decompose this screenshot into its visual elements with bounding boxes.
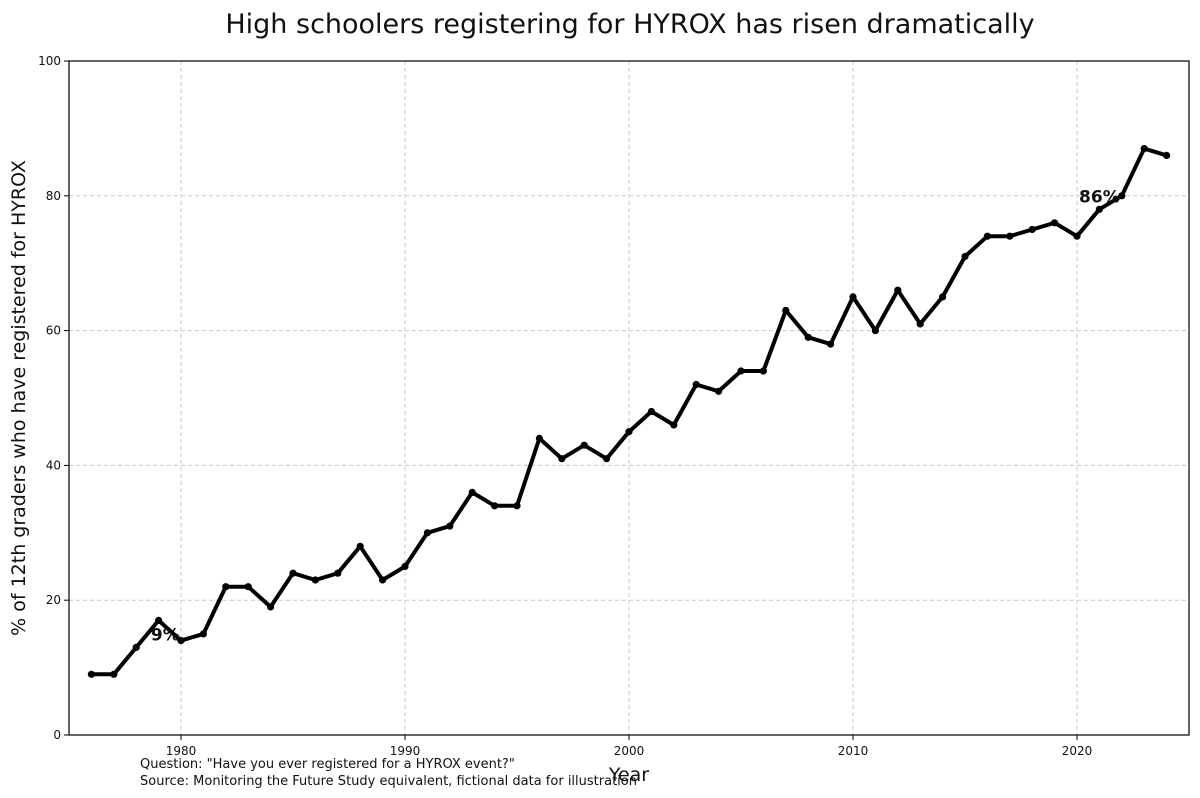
data-point: [311, 576, 319, 584]
data-point: [804, 333, 812, 341]
y-tick-label: 60: [46, 324, 61, 338]
data-point: [535, 434, 544, 442]
data-point: [737, 367, 745, 375]
chart-title: High schoolers registering for HYROX has…: [225, 9, 1034, 40]
grid: [69, 61, 1189, 735]
data-point: [199, 630, 207, 638]
data-point: [87, 670, 95, 678]
annotations: 9% 86%: [151, 188, 1120, 646]
question-footnote: Question: "Have you ever registered for …: [140, 757, 515, 772]
data-point: [446, 522, 454, 530]
x-tick-label: 2010: [838, 744, 869, 758]
data-point: [715, 387, 723, 395]
data-point: [759, 367, 768, 375]
data-point: [894, 286, 902, 294]
y-tick-label: 20: [46, 593, 61, 607]
y-tick-label: 0: [53, 728, 61, 742]
data-point: [939, 293, 947, 301]
data-point: [244, 583, 252, 591]
data-point: [916, 320, 924, 328]
y-tick-label: 100: [38, 54, 61, 68]
data-point: [1073, 232, 1081, 240]
data-point: [177, 637, 185, 645]
y-tick-label: 40: [46, 458, 61, 472]
x-tick-label: 2000: [614, 744, 645, 758]
data-point: [580, 441, 588, 449]
data-point: [1051, 219, 1059, 227]
axis-ticks: 0 20 40 60 80 100 1980 1990 2000 2010 2020: [38, 54, 1092, 758]
data-point: [356, 542, 364, 550]
data-point: [871, 327, 880, 335]
data-point: [625, 428, 633, 436]
data-point: [289, 569, 297, 577]
data-point: [513, 502, 521, 510]
x-tick-label: 1980: [166, 744, 197, 758]
data-point: [782, 306, 790, 314]
data-point: [491, 502, 499, 510]
data-point: [692, 380, 700, 389]
source-footnote: Source: Monitoring the Future Study equi…: [140, 774, 637, 789]
data-point: [670, 421, 678, 429]
data-point: [132, 643, 140, 652]
y-axis-label: % of 12th graders who have registered fo…: [8, 160, 30, 636]
data-point: [110, 670, 118, 678]
data-point: [558, 455, 566, 463]
x-tick-label: 1990: [390, 744, 421, 758]
data-point: [334, 569, 342, 577]
data-point: [1163, 151, 1171, 159]
value-annotation: 9%: [151, 626, 180, 646]
data-point: [961, 252, 969, 261]
data-point: [267, 603, 275, 611]
value-annotation: 86%: [1079, 188, 1120, 208]
data-point: [983, 232, 992, 240]
data-point: [401, 562, 409, 571]
data-point: [1140, 145, 1148, 153]
x-tick-label: 2020: [1062, 744, 1093, 758]
data-point: [1028, 225, 1036, 234]
x-axis-label: Year: [608, 764, 649, 786]
data-point: [222, 583, 230, 591]
series-layer: [87, 145, 1171, 678]
data-point: [849, 293, 857, 301]
data-point: [1095, 205, 1103, 213]
data-point: [647, 407, 656, 416]
data-point: [1118, 192, 1126, 200]
data-point: [423, 529, 431, 537]
data-point: [468, 488, 476, 496]
y-tick-label: 80: [46, 189, 61, 203]
data-point: [603, 455, 611, 463]
data-point: [827, 340, 835, 348]
data-point: [155, 616, 163, 625]
data-point: [1006, 232, 1014, 240]
data-point: [379, 576, 387, 584]
